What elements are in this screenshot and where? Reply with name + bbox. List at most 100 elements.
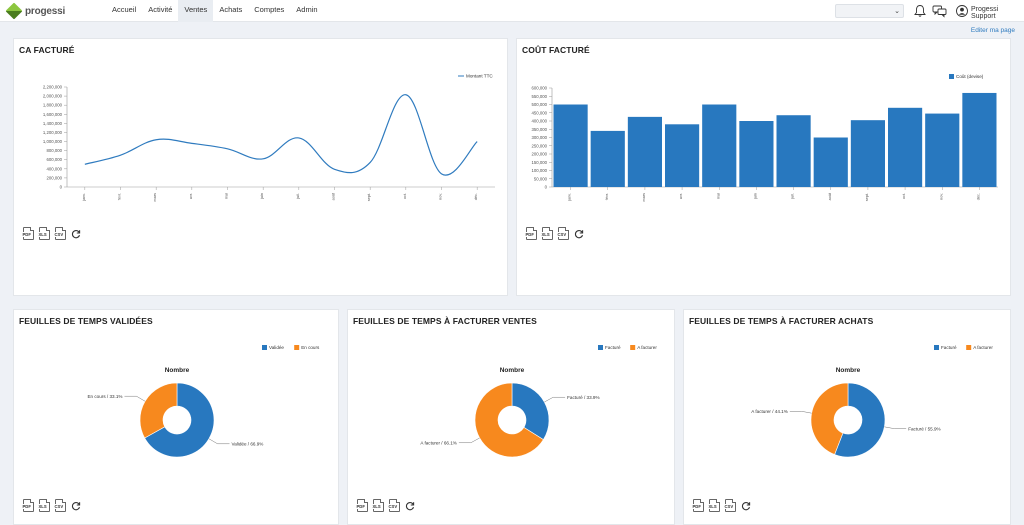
nav-item-comptes[interactable]: Comptes (254, 5, 285, 14)
bar (739, 121, 774, 187)
y-tick-label: 100,000 (531, 168, 547, 173)
pie-slice (834, 382, 886, 458)
panel-title: COÛT FACTURÉ (522, 45, 590, 55)
y-tick-label: 1,400,000 (43, 121, 63, 126)
panel-cout-facture: COÛT FACTURÉ 0 50,000 100,000 150,000 200,00… (516, 38, 1011, 296)
pie-slice (511, 382, 550, 441)
slice-label: Validée / 66.9% (232, 441, 264, 446)
progessi-logo[interactable]: progessi (5, 2, 65, 20)
y-tick-label: 400,000 (46, 166, 62, 171)
xls-export-icon[interactable]: XLS (38, 499, 51, 512)
xls-export-icon[interactable]: XLS (372, 499, 385, 512)
legend-label: Validée (269, 345, 284, 350)
y-tick-label: 350,000 (531, 127, 547, 132)
export-buttons: PDF XLS CSV (22, 499, 81, 512)
pdf-export-icon[interactable]: PDF (22, 499, 35, 512)
export-buttons: PDF XLS CSV (22, 227, 81, 240)
slice-label: En cours / 33.1% (87, 394, 122, 399)
legend-label: Montant TTC (466, 74, 493, 79)
y-tick-label: 1,000,000 (43, 139, 63, 144)
user-avatar-icon[interactable] (956, 5, 968, 17)
export-buttons: PDF XLS CSV (692, 499, 751, 512)
refresh-icon[interactable] (574, 229, 584, 239)
y-tick-label: 50,000 (534, 176, 548, 181)
chart-title: Nombre (836, 367, 861, 374)
nav-item-activite[interactable]: Activité (148, 5, 173, 14)
x-tick-label: mai (225, 193, 229, 199)
legend-swatch (598, 345, 603, 350)
chat-icon[interactable] (932, 4, 947, 18)
refresh-icon[interactable] (741, 501, 751, 511)
bar (590, 130, 625, 187)
panel-feuilles-achats: FEUILLES DE TEMPS À FACTURER ACHATS Fact… (683, 309, 1011, 525)
cout-bar-chart: 0 50,000 100,000 150,000 200,000 250,000 300,0… (531, 74, 998, 202)
x-tick-label: juil. (296, 193, 300, 200)
legend-swatch (966, 345, 972, 350)
panel-title: FEUILLES DE TEMPS VALIDÉES (19, 316, 153, 326)
nav-item-admin[interactable]: Admin (296, 5, 318, 14)
series-line (84, 94, 478, 176)
y-tick-label: 200,000 (46, 175, 62, 180)
pdf-export-icon[interactable]: PDF (525, 227, 538, 240)
pdf-export-icon[interactable]: PDF (356, 499, 369, 512)
xls-export-icon[interactable]: XLS (38, 227, 51, 240)
xls-export-icon[interactable]: XLS (708, 499, 721, 512)
bar (702, 104, 737, 187)
company-select[interactable]: ⌄ (835, 4, 904, 18)
csv-export-icon[interactable]: CSV (557, 227, 570, 240)
legend-label: A facturer (637, 345, 657, 350)
pie-slice (144, 382, 215, 458)
export-buttons: PDF XLS CSV (525, 227, 584, 240)
refresh-icon[interactable] (71, 229, 81, 239)
xls-export-icon[interactable]: XLS (541, 227, 554, 240)
refresh-icon[interactable] (71, 501, 81, 511)
csv-export-icon[interactable]: CSV (724, 499, 737, 512)
legend-swatch (294, 345, 300, 350)
y-tick-label: 300,000 (531, 135, 547, 140)
y-tick-label: 800,000 (46, 148, 62, 153)
main-nav: Accueil Activité Ventes Achats Comptes A… (106, 0, 324, 22)
nav-item-achats[interactable]: Achats (219, 5, 243, 14)
x-tick-label: mai (716, 193, 720, 199)
legend-label: Facturé (941, 345, 957, 350)
y-tick-label: 200,000 (531, 152, 547, 157)
y-tick-label: 400,000 (531, 119, 547, 124)
bar (888, 107, 923, 187)
bar (813, 137, 848, 187)
y-tick-label: 2,000,000 (43, 94, 63, 99)
pdf-export-icon[interactable]: PDF (22, 227, 35, 240)
panel-feuilles-ventes: FEUILLES DE TEMPS À FACTURER VENTES Fact… (347, 309, 675, 525)
edit-page-link[interactable]: Editer ma page (970, 27, 1015, 34)
pdf-export-icon[interactable]: PDF (692, 499, 705, 512)
y-tick-label: 450,000 (531, 110, 547, 115)
slice-label: Facturé / 55.9% (908, 426, 940, 431)
x-tick-label: juin (753, 193, 757, 200)
slice-label: A facturer / 44.1% (751, 409, 788, 414)
x-tick-label: févr. (118, 193, 122, 200)
panel-title: CA FACTURÉ (19, 45, 75, 55)
panel-title: FEUILLES DE TEMPS À FACTURER ACHATS (689, 316, 874, 326)
csv-export-icon[interactable]: CSV (54, 499, 67, 512)
chevron-down-icon: ⌄ (894, 8, 900, 15)
chart-title: Nombre (165, 367, 190, 374)
x-tick-label: mars (153, 193, 157, 202)
y-tick-label: 600,000 (46, 157, 62, 162)
x-tick-label: juin (260, 193, 264, 200)
y-tick-label: 1,600,000 (43, 112, 63, 117)
refresh-icon[interactable] (405, 501, 415, 511)
legend-label: Facturé (605, 345, 621, 350)
user-name[interactable]: Progessi Support (971, 6, 999, 20)
pie-slice (474, 382, 544, 458)
nav-item-accueil[interactable]: Accueil (112, 5, 137, 14)
csv-export-icon[interactable]: CSV (54, 227, 67, 240)
csv-export-icon[interactable]: CSV (388, 499, 401, 512)
bell-icon[interactable] (913, 4, 927, 18)
bar (925, 113, 960, 187)
y-tick-label: 250,000 (531, 143, 547, 148)
y-tick-label: 0 (545, 185, 548, 190)
label-leader (458, 437, 480, 444)
bar (553, 104, 588, 187)
top-navigation-bar: progessi Accueil Activité Ventes Achats … (0, 0, 1024, 22)
nav-item-ventes[interactable]: Ventes (178, 0, 214, 22)
x-tick-label: nov. (939, 193, 943, 200)
